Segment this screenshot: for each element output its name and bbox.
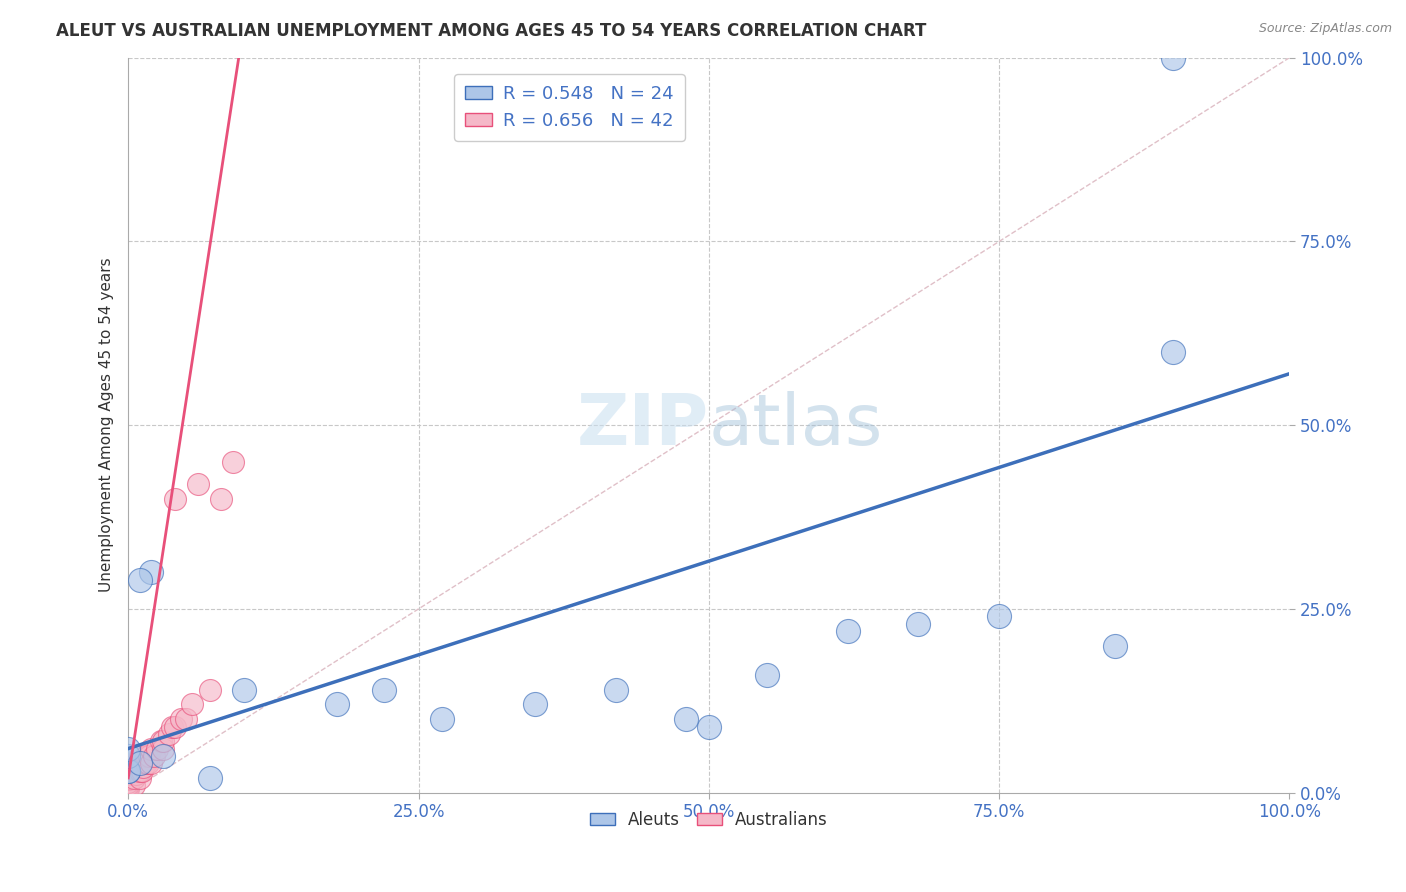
Point xyxy=(128,756,150,771)
Point xyxy=(131,764,153,778)
Y-axis label: Unemployment Among Ages 45 to 54 years: Unemployment Among Ages 45 to 54 years xyxy=(100,258,114,592)
Point xyxy=(162,719,184,733)
Point xyxy=(605,682,627,697)
Point xyxy=(163,719,186,733)
Point xyxy=(181,698,204,712)
Point xyxy=(136,756,159,771)
Point xyxy=(373,682,395,697)
Point xyxy=(149,734,172,748)
Point xyxy=(128,756,150,771)
Point xyxy=(117,748,139,763)
Point xyxy=(117,780,139,794)
Point xyxy=(169,712,191,726)
Point xyxy=(141,565,163,579)
Point xyxy=(117,782,139,797)
Point xyxy=(141,756,163,771)
Text: atlas: atlas xyxy=(709,391,883,459)
Point xyxy=(128,748,150,763)
Point xyxy=(125,767,148,781)
Point xyxy=(176,712,198,726)
Point xyxy=(988,609,1011,624)
Point xyxy=(128,764,150,778)
Point xyxy=(135,748,157,763)
Point xyxy=(1163,344,1185,359)
Point xyxy=(675,712,697,726)
Text: Source: ZipAtlas.com: Source: ZipAtlas.com xyxy=(1258,22,1392,36)
Point xyxy=(138,748,160,763)
Point xyxy=(117,764,139,778)
Point xyxy=(132,760,155,774)
Point xyxy=(128,771,150,785)
Point xyxy=(117,778,139,792)
Point xyxy=(117,741,139,756)
Point xyxy=(523,698,546,712)
Point xyxy=(198,771,221,785)
Point xyxy=(117,777,139,791)
Point xyxy=(127,764,149,778)
Point xyxy=(837,624,859,638)
Point xyxy=(128,573,150,587)
Point xyxy=(117,771,139,785)
Point xyxy=(117,764,139,778)
Point xyxy=(117,767,139,781)
Point xyxy=(1163,51,1185,65)
Point xyxy=(152,741,174,756)
Point xyxy=(1104,639,1126,653)
Point xyxy=(141,741,163,756)
Point xyxy=(326,698,349,712)
Point xyxy=(142,748,165,763)
Point xyxy=(117,774,139,789)
Point xyxy=(135,756,157,771)
Point xyxy=(117,764,139,778)
Text: ALEUT VS AUSTRALIAN UNEMPLOYMENT AMONG AGES 45 TO 54 YEARS CORRELATION CHART: ALEUT VS AUSTRALIAN UNEMPLOYMENT AMONG A… xyxy=(56,22,927,40)
Point xyxy=(907,616,929,631)
Point xyxy=(117,760,139,774)
Point xyxy=(198,682,221,697)
Point xyxy=(163,491,186,506)
Point xyxy=(233,682,256,697)
Point xyxy=(117,772,139,787)
Point xyxy=(430,712,453,726)
Legend: Aleuts, Australians: Aleuts, Australians xyxy=(583,805,835,836)
Point xyxy=(697,719,720,733)
Point xyxy=(222,455,245,469)
Point xyxy=(122,771,145,785)
Point xyxy=(209,491,232,506)
Point xyxy=(146,741,169,756)
Point xyxy=(122,778,145,792)
Point xyxy=(152,748,174,763)
Point xyxy=(157,727,180,741)
Text: ZIP: ZIP xyxy=(576,391,709,459)
Point xyxy=(187,477,209,491)
Point xyxy=(755,668,778,682)
Point xyxy=(152,734,174,748)
